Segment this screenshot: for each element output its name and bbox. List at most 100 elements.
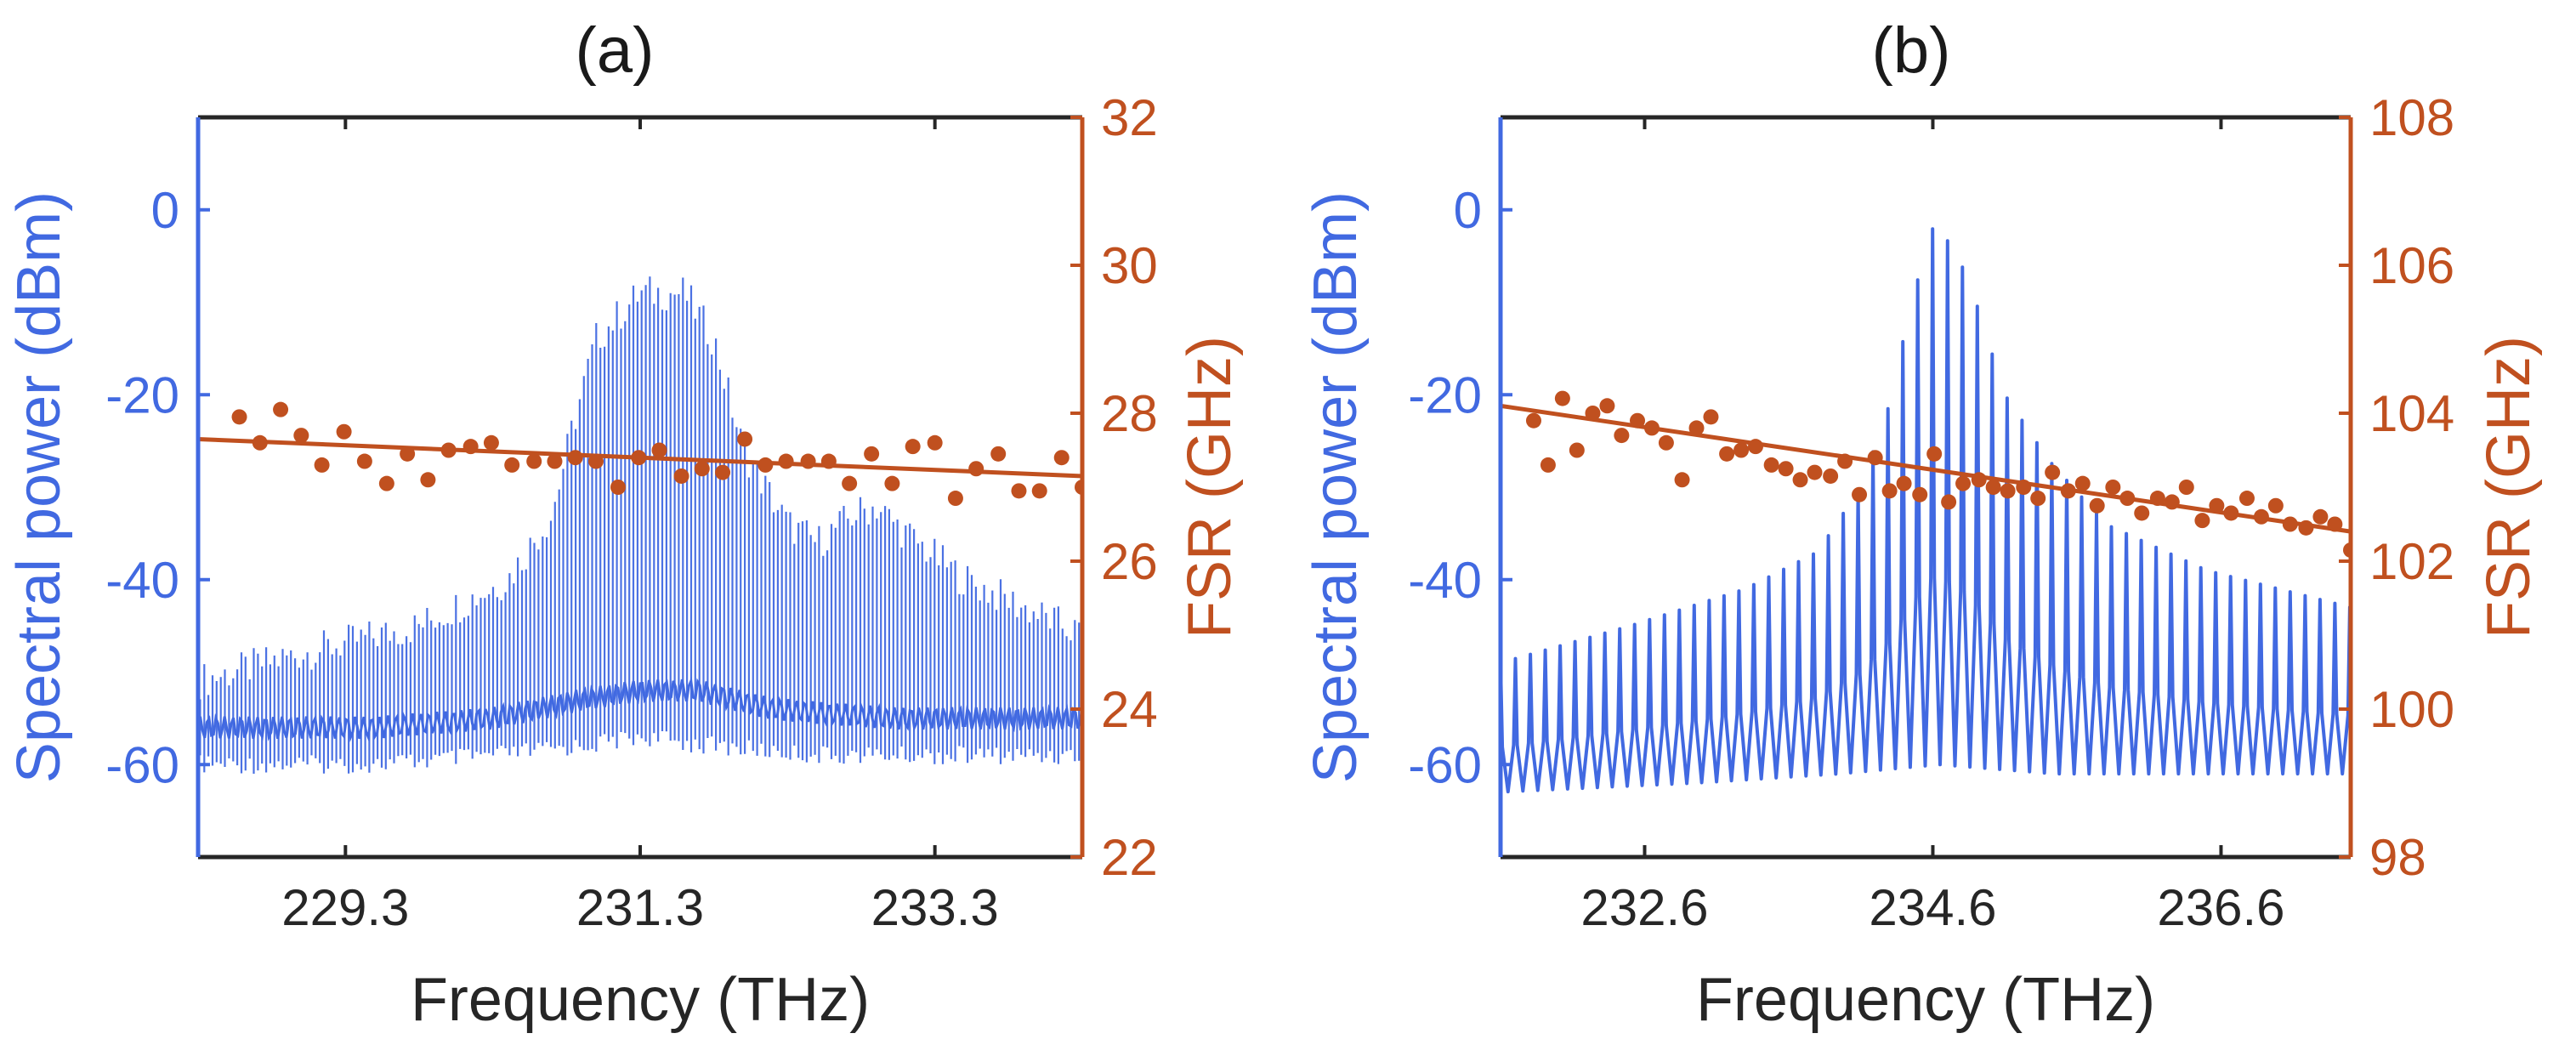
- b-fsr-point: [2282, 516, 2298, 532]
- a-fsr-point: [990, 446, 1007, 462]
- panel-b-left-tick-label: -20: [1408, 366, 1482, 423]
- b-fsr-point: [1881, 483, 1898, 499]
- a-fsr-point: [440, 442, 457, 458]
- panel-b-plot-area: [1501, 227, 2351, 794]
- b-fsr-point: [1630, 412, 1646, 429]
- b-fsr-point: [1688, 420, 1705, 436]
- b-fsr-point: [2105, 480, 2121, 495]
- panel-a-xtick-label: 229.3: [281, 879, 409, 936]
- b-fsr-point: [2164, 494, 2180, 510]
- a-fsr-point: [1031, 483, 1047, 499]
- a-fsr-point: [927, 434, 943, 451]
- b-fsr-point: [2223, 505, 2239, 521]
- b-fsr-point: [2089, 497, 2105, 514]
- panel-a-fsr-series: [198, 401, 1082, 507]
- b-fsr-point: [1941, 494, 1957, 510]
- a-fsr-point: [252, 434, 268, 451]
- a-fsr-point: [673, 468, 689, 484]
- a-spectrum-comb: [199, 276, 1081, 774]
- b-fsr-point: [2298, 520, 2314, 536]
- b-fsr-point: [2194, 513, 2210, 529]
- panel-b-right-tick-label: 106: [2369, 237, 2454, 294]
- b-fsr-point: [1703, 409, 1719, 425]
- panel-b-left-tick-label: -60: [1408, 736, 1482, 793]
- a-fsr-point: [588, 453, 604, 469]
- panel-a-xtick-label: 231.3: [576, 879, 704, 936]
- panel-a-right-tick-label: 24: [1101, 681, 1158, 738]
- b-fsr-point: [2045, 464, 2061, 480]
- a-fsr-point: [273, 401, 289, 417]
- a-fsr-point: [356, 453, 372, 469]
- a-fsr-point: [694, 461, 710, 477]
- a-fsr-point: [800, 453, 816, 469]
- panel-b-left-tick-label: 0: [1454, 182, 1482, 239]
- b-fsr-point: [1852, 486, 1868, 502]
- panel-b-right-tick-label: 98: [2369, 829, 2426, 886]
- b-fsr-point: [2178, 480, 2194, 495]
- a-fsr-point: [820, 453, 837, 469]
- a-fsr-point: [884, 475, 900, 491]
- panel-a-left-tick-label: -40: [105, 552, 179, 609]
- b-fsr-point: [2030, 491, 2046, 507]
- b-fsr-point: [1971, 472, 1987, 488]
- a-fsr-point: [462, 439, 479, 455]
- b-fsr-point: [1926, 446, 1943, 462]
- a-fsr-point: [715, 464, 731, 480]
- b-fsr-point: [1748, 439, 1763, 455]
- b-fsr-point: [2060, 483, 2076, 499]
- a-fsr-point: [864, 446, 880, 462]
- a-fsr-point: [526, 453, 542, 469]
- b-fsr-point: [1867, 450, 1883, 466]
- b-fsr-point: [2267, 497, 2284, 514]
- panel-a-right-tick-label: 30: [1101, 237, 1158, 294]
- b-fsr-point: [1763, 457, 1779, 473]
- panel-b: (b) 232.6 234.6 236.6 0 -20 -40 -60 98 1…: [1302, 14, 2543, 1034]
- b-fsr-point: [2074, 475, 2091, 491]
- a-fsr-point: [314, 457, 330, 473]
- a-spectrum-floor: [198, 676, 1082, 742]
- a-fsr-point: [947, 491, 963, 507]
- panel-a: (a) 229.3 231.3 233.3 0 -20 -40 -60 22 2…: [5, 14, 1244, 1034]
- b-fsr-point: [2134, 505, 2150, 521]
- b-fsr-point: [1985, 480, 2001, 495]
- a-fsr-point: [504, 457, 520, 473]
- b-spectrum-trace: [1501, 227, 2351, 794]
- b-fsr-point: [1599, 398, 1615, 414]
- panel-b-title: (b): [1872, 14, 1951, 87]
- panel-a-right-axis-label: FSR (GHz): [1176, 336, 1244, 639]
- panel-a-spectrum-lines: [198, 276, 1082, 774]
- panel-a-left-axis-label: Spectral power (dBm): [5, 191, 73, 783]
- b-fsr-point: [1525, 412, 1541, 429]
- panel-a-x-axis-label: Frequency (THz): [411, 966, 870, 1034]
- b-fsr-point: [1733, 442, 1750, 458]
- a-fsr-point: [400, 446, 416, 462]
- a-fsr-point: [547, 453, 563, 469]
- panel-b-x-axis-label: Frequency (THz): [1696, 966, 2155, 1034]
- panel-a-left-tick-label: -20: [105, 366, 179, 423]
- b-fsr-point: [1540, 457, 1556, 473]
- b-fsr-point: [1585, 406, 1601, 421]
- b-fsr-point: [1792, 472, 1808, 488]
- a-fsr-point: [378, 475, 394, 491]
- b-fsr-point: [1658, 434, 1674, 451]
- b-fsr-point: [2238, 491, 2255, 507]
- b-fsr-point: [1643, 420, 1660, 436]
- b-fsr-point: [1823, 468, 1839, 484]
- panel-b-xtick-label: 232.6: [1580, 879, 1708, 936]
- panel-b-spectrum-lines: [1501, 227, 2351, 794]
- panel-b-right-tick-label: 108: [2369, 89, 2454, 146]
- b-fsr-point: [2253, 508, 2269, 525]
- a-fsr-point: [610, 480, 626, 495]
- a-fsr-point: [968, 461, 984, 477]
- b-fsr-point: [1569, 442, 1585, 458]
- a-fsr-point: [737, 431, 753, 447]
- panel-b-right-axis-label: FSR (GHz): [2475, 336, 2543, 639]
- b-fsr-point: [1554, 390, 1570, 406]
- a-fsr-point: [905, 439, 921, 455]
- panel-b-right-tick-label: 100: [2369, 681, 2454, 738]
- a-fsr-point: [631, 450, 647, 466]
- a-fsr-point: [842, 475, 858, 491]
- panel-b-xtick-label: 234.6: [1869, 879, 1996, 936]
- a-fsr-point: [336, 423, 352, 440]
